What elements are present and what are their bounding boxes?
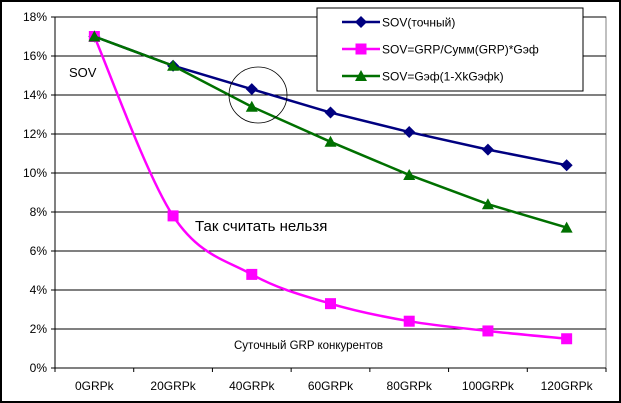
- triangle-marker: [167, 59, 180, 71]
- square-marker: [403, 315, 415, 327]
- tick-labels: 0% 2% 4% 6% 8% 10% 12% 14% 16% 18% 0GRPk 20GRPk 40GR…: [23, 10, 594, 393]
- y-tick-label: 14%: [23, 88, 47, 102]
- y-tick-label: 0%: [30, 361, 48, 375]
- x-axis-label: Суточный GRP конкурентов: [234, 340, 383, 352]
- series-lines: [88, 30, 573, 345]
- square-marker: [355, 43, 367, 55]
- square-marker: [325, 298, 336, 310]
- diamond-marker: [481, 143, 494, 156]
- diamond-marker: [355, 16, 367, 28]
- square-marker: [482, 325, 494, 337]
- y-tick-label: 6%: [30, 244, 48, 258]
- triangle-marker: [481, 198, 494, 210]
- y-tick-label: 16%: [23, 49, 47, 63]
- highlight-circle: [228, 66, 288, 124]
- series-triangle: [88, 30, 573, 233]
- y-tick-label: 18%: [23, 10, 47, 24]
- triangle-marker: [324, 135, 337, 147]
- square-marker: [246, 268, 258, 280]
- square-marker: [167, 210, 179, 222]
- triangle-marker: [355, 70, 367, 81]
- triangle-marker: [403, 168, 416, 180]
- x-tick-label: 0GRPk: [75, 379, 115, 393]
- y-axis-label: SOV: [69, 65, 97, 80]
- annotation-text: Так считать нельзя: [195, 218, 327, 235]
- legend-label: SOV=GRP/Сумм(GRP)*Gэф: [382, 43, 539, 57]
- x-tick-label: 20GRPk: [150, 379, 196, 393]
- y-tick-label: 8%: [30, 205, 48, 219]
- triangle-marker: [88, 30, 101, 42]
- y-tick-label: 2%: [30, 322, 48, 336]
- y-tick-label: 12%: [23, 127, 47, 141]
- diamond-marker: [403, 126, 416, 139]
- legend-label: SOV=Gэф(1-XkGэфk): [382, 70, 504, 84]
- y-tick-label: 10%: [23, 166, 47, 180]
- triangle-marker: [560, 221, 573, 233]
- x-tick-label: 80GRPk: [387, 379, 433, 393]
- x-tick-label: 120GRPk: [541, 379, 594, 393]
- diamond-marker: [245, 83, 258, 96]
- legend-label: SOV(точный): [382, 16, 455, 30]
- x-tick-label: 40GRPk: [229, 379, 275, 393]
- triangle-marker: [245, 100, 258, 112]
- legend: SOV(точный) SOV=GRP/Сумм(GRP)*Gэф SOV=Gэф(…: [316, 7, 584, 92]
- square-marker: [561, 333, 573, 345]
- diamond-marker: [560, 159, 573, 172]
- x-tick-label: 100GRPk: [462, 379, 515, 393]
- y-tick-label: 4%: [30, 283, 48, 297]
- x-tick-label: 60GRPk: [308, 379, 354, 393]
- diamond-marker: [324, 106, 337, 119]
- axes: [51, 16, 607, 372]
